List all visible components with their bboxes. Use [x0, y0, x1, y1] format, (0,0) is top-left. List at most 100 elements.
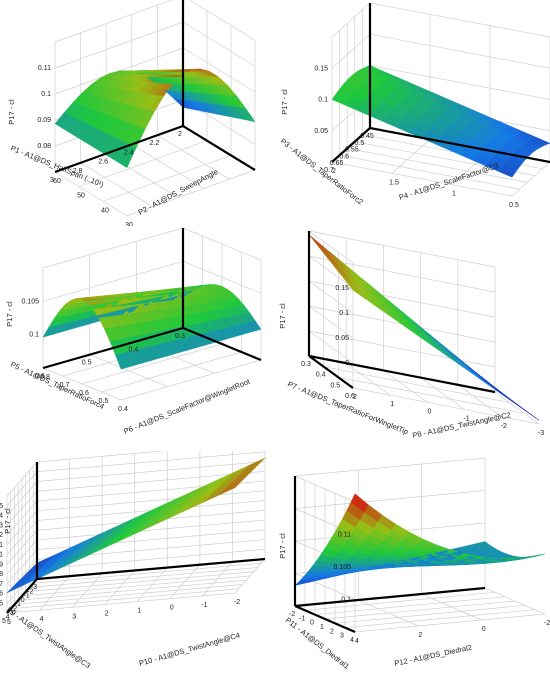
z-tick-label: 0.05: [0, 600, 3, 607]
x-axis-label: P9 - A1@DS_TwistAngle@C3: [5, 605, 92, 670]
axis-line: [331, 127, 371, 163]
z-tick-label: 0.05: [314, 128, 328, 135]
x-tick-label: 0.5: [82, 360, 92, 367]
z-tick-label: 0.09: [37, 117, 51, 124]
x-tick-label: 2.2: [150, 140, 160, 147]
surface: [331, 65, 550, 178]
z-tick-label: 0.1: [339, 310, 349, 317]
z-tick-label: 0.1: [41, 91, 51, 98]
x-tick-label: 0.7: [324, 167, 334, 174]
x-tick-label: 0.4: [316, 372, 326, 379]
surface: [6, 457, 266, 593]
y-tick-label: 4: [40, 616, 44, 623]
axes: [331, 3, 550, 164]
y-tick-label: 0.5: [509, 202, 519, 209]
y-tick-label: 2: [353, 394, 357, 401]
axis-line: [6, 578, 38, 614]
x-tick-label: 0.6: [35, 373, 45, 380]
z-tick-label: 0.08: [37, 143, 51, 150]
surface-patch: [6, 582, 26, 593]
y-tick-label: 0: [170, 605, 174, 612]
x-axis-label: P11 - A1@DS_Diedral1: [284, 615, 351, 670]
axis-line: [182, 125, 256, 171]
x-tick-label: 2: [330, 628, 334, 635]
y-tick-label: -1: [201, 602, 207, 609]
x-tick-label: 1: [17, 601, 21, 608]
z-tick-label: 0.07: [0, 581, 3, 588]
x-tick-label: 0.45: [360, 133, 374, 140]
y-tick-label: 60: [53, 178, 61, 185]
y-tick-label: 1: [390, 401, 394, 408]
y-tick-label: 0.5: [99, 398, 109, 405]
y-tick-label: 30: [125, 222, 133, 226]
z-tick-label: 0.1: [29, 332, 39, 339]
y-tick-label: 0: [427, 408, 431, 415]
y-tick-label: 1.5: [389, 179, 399, 186]
z-tick-label: 0.15: [314, 65, 328, 72]
z-tick-label: 0.11: [0, 542, 3, 549]
axis-line: [294, 604, 356, 634]
surface: [42, 284, 262, 370]
z-tick-label: 0.11: [338, 532, 351, 539]
x-tick-label: 5: [2, 618, 6, 625]
surface-patch: [240, 107, 256, 123]
x-tick-label: 2.6: [98, 159, 108, 166]
x-tick-label: 2.4: [124, 149, 134, 156]
z-axis-label: P17 - cl: [278, 303, 287, 329]
y-tick-label: 2: [332, 168, 336, 175]
axis-line: [294, 586, 486, 608]
z-tick-label: 0.13: [0, 522, 3, 529]
z-axis-label: P17 - cl: [3, 508, 12, 534]
chart-panel-5: 0.15 0.14 0.13 0.12 0.11 0.1 0.09 0.08 0.07 0.06 0…: [0, 451, 275, 677]
x-tick-label: 3: [50, 177, 54, 184]
y-tick-label: 0.6: [79, 390, 89, 397]
surface-patch: [498, 167, 516, 178]
z-tick-label: 0.1: [0, 552, 3, 559]
x-tick-label: 2.8: [73, 168, 83, 175]
x-tick-label: 4: [350, 637, 354, 644]
z-tick-label: 0.105: [21, 298, 39, 305]
z-tick-label: 0.1: [341, 597, 351, 604]
z-tick-label: 0.09: [0, 561, 3, 568]
z-tick-label: 0.08: [0, 571, 3, 578]
y-tick-label: 4: [355, 638, 359, 645]
chart-panel-3: 0.105 0.1 0.3 0.4 0.5 0.6 0.8 0.7 0.6 0.5 0.4 P17 -…: [0, 226, 275, 451]
x-tick-label: 0.5: [330, 382, 340, 389]
axes: [54, 0, 256, 174]
y-tick-label: 40: [101, 207, 109, 214]
surface-patch: [294, 578, 313, 586]
z-tick-label: 0.15: [0, 503, 3, 510]
z-tick-label: 0.1: [318, 97, 328, 104]
axis-line: [308, 355, 354, 389]
y-tick-label: -3: [538, 430, 544, 437]
z-tick-label: 0.06: [0, 591, 3, 598]
x-tick-label: 3: [340, 633, 344, 640]
z-axis-label: P17 - cl: [7, 99, 16, 125]
z-tick-label: 0.15: [335, 285, 349, 292]
y-tick-label: 0.8: [40, 374, 50, 381]
x-tick-label: 2: [13, 605, 17, 612]
x-tick-label: 0: [310, 620, 314, 627]
y-axis-label: P10 - A1@DS_TwistAngle@C4: [138, 630, 241, 667]
y-tick-label: -2: [544, 620, 550, 627]
y-tick-label: 3: [72, 613, 76, 620]
z-tick-label: 0.12: [0, 532, 3, 539]
surface-patch: [522, 408, 540, 421]
surface: [54, 68, 256, 169]
x-tick-label: 0.65: [330, 160, 344, 167]
z-tick-label: 0.05: [335, 335, 349, 342]
axes: [6, 462, 266, 614]
x-tick-label: 0: [21, 597, 25, 604]
y-tick-label: -2: [501, 423, 507, 430]
x-tick-label: 0.5: [355, 140, 365, 147]
x-tick-label: 0.3: [301, 361, 311, 368]
surface-patch: [121, 145, 137, 169]
x-tick-label: 0.6: [339, 153, 349, 160]
y-tick-label: 50: [77, 193, 85, 200]
y-tick-label: 5: [7, 619, 11, 626]
surface-plot-svg: 0.15 0.14 0.13 0.12 0.11 0.1 0.09 0.08 0.07 0.06 0…: [0, 451, 266, 670]
surface-patch: [115, 352, 132, 370]
x-tick-label: 1: [320, 624, 324, 631]
